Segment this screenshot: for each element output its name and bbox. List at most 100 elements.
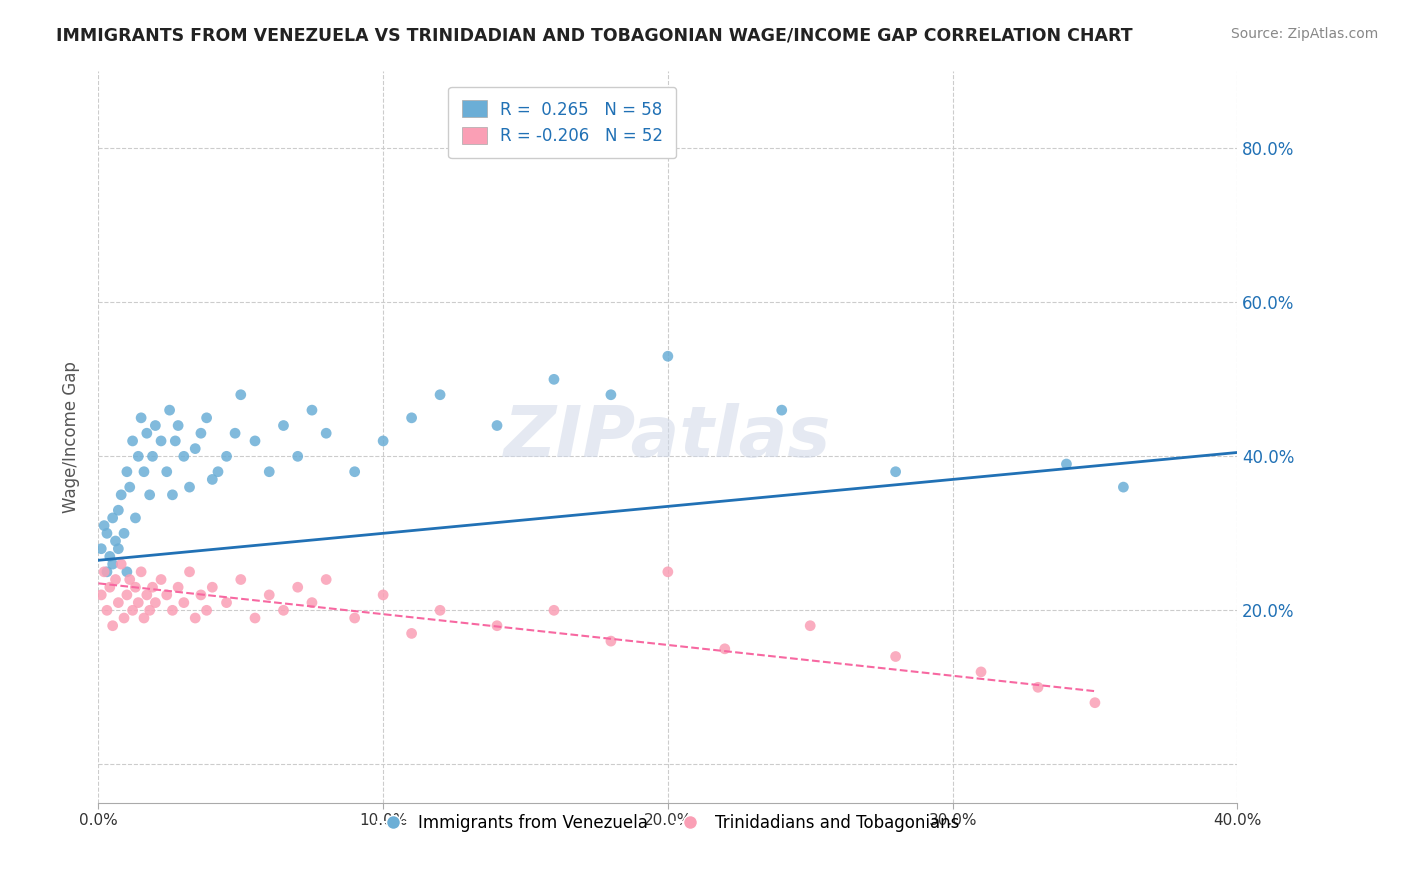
Point — [273, 603, 295, 617]
Point — [429, 388, 451, 402]
Point — [127, 596, 149, 610]
Point — [273, 418, 295, 433]
Point — [110, 557, 132, 571]
Point — [115, 565, 138, 579]
Point — [132, 465, 155, 479]
Point — [215, 596, 238, 610]
Y-axis label: Wage/Income Gap: Wage/Income Gap — [62, 361, 80, 513]
Point — [138, 488, 160, 502]
Point — [373, 434, 395, 448]
Point — [543, 372, 565, 386]
Point — [301, 596, 323, 610]
Point — [287, 580, 309, 594]
Point — [165, 434, 187, 448]
Point — [343, 465, 366, 479]
Point — [156, 588, 179, 602]
Point — [127, 450, 149, 464]
Point — [107, 541, 129, 556]
Point — [190, 588, 212, 602]
Point — [132, 611, 155, 625]
Point — [179, 480, 201, 494]
Point — [162, 603, 184, 617]
Point — [184, 442, 207, 456]
Point — [486, 418, 509, 433]
Point — [657, 349, 679, 363]
Point — [110, 488, 132, 502]
Point — [229, 388, 252, 402]
Text: IMMIGRANTS FROM VENEZUELA VS TRINIDADIAN AND TOBAGONIAN WAGE/INCOME GAP CORRELAT: IMMIGRANTS FROM VENEZUELA VS TRINIDADIAN… — [56, 27, 1133, 45]
Point — [129, 410, 152, 425]
Point — [373, 588, 395, 602]
Point — [112, 526, 135, 541]
Point — [486, 618, 509, 632]
Point — [343, 611, 366, 625]
Point — [98, 549, 121, 564]
Point — [184, 611, 207, 625]
Point — [101, 557, 124, 571]
Point — [145, 596, 167, 610]
Point — [150, 573, 173, 587]
Point — [135, 426, 157, 441]
Point — [124, 580, 146, 594]
Point — [107, 596, 129, 610]
Point — [96, 526, 118, 541]
Text: ZIPatlas: ZIPatlas — [505, 402, 831, 472]
Point — [112, 611, 135, 625]
Point — [315, 573, 337, 587]
Point — [124, 511, 146, 525]
Point — [141, 580, 163, 594]
Point — [173, 450, 195, 464]
Point — [115, 588, 138, 602]
Point — [259, 588, 281, 602]
Point — [104, 573, 127, 587]
Point — [90, 588, 112, 602]
Point — [224, 426, 246, 441]
Point — [104, 534, 127, 549]
Point — [90, 541, 112, 556]
Point — [243, 434, 266, 448]
Point — [118, 573, 141, 587]
Point — [145, 418, 167, 433]
Point — [1084, 696, 1107, 710]
Point — [96, 603, 118, 617]
Point — [315, 426, 337, 441]
Point — [1026, 681, 1049, 695]
Point — [190, 426, 212, 441]
Point — [135, 588, 157, 602]
Point — [884, 465, 907, 479]
Point — [714, 641, 737, 656]
Point — [101, 511, 124, 525]
Point — [195, 603, 218, 617]
Point — [429, 603, 451, 617]
Point — [301, 403, 323, 417]
Point — [243, 611, 266, 625]
Point — [201, 472, 224, 486]
Point — [107, 503, 129, 517]
Point — [600, 634, 623, 648]
Point — [115, 465, 138, 479]
Point — [1112, 480, 1135, 494]
Point — [195, 410, 218, 425]
Point — [970, 665, 993, 679]
Point — [121, 434, 143, 448]
Text: Source: ZipAtlas.com: Source: ZipAtlas.com — [1230, 27, 1378, 41]
Point — [93, 518, 115, 533]
Point — [207, 465, 229, 479]
Point — [229, 573, 252, 587]
Point — [173, 596, 195, 610]
Point — [167, 580, 190, 594]
Point — [799, 618, 821, 632]
Point — [129, 565, 152, 579]
Point — [121, 603, 143, 617]
Point — [167, 418, 190, 433]
Point — [657, 565, 679, 579]
Point — [179, 565, 201, 579]
Point — [93, 565, 115, 579]
Point — [543, 603, 565, 617]
Point — [101, 618, 124, 632]
Point — [1056, 457, 1078, 471]
Point — [98, 580, 121, 594]
Point — [156, 465, 179, 479]
Point — [96, 565, 118, 579]
Point — [770, 403, 793, 417]
